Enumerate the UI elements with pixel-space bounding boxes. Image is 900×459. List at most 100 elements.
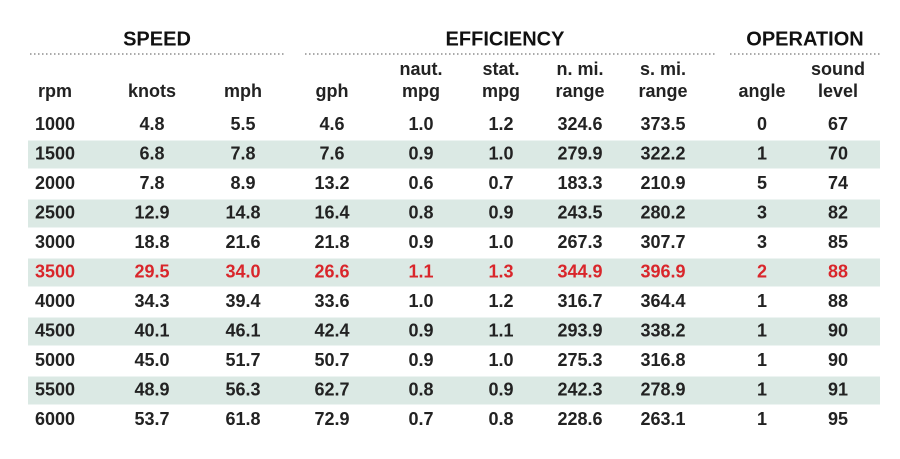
cell: 53.7 [134,409,169,429]
row-stripe [28,317,880,346]
cell: 242.3 [557,379,602,399]
cell: 7.8 [230,143,255,163]
cell: 364.4 [640,291,685,311]
cell: 307.7 [640,232,685,252]
cell: 21.6 [225,232,260,252]
cell: 2000 [35,173,75,193]
cell: 0.9 [408,320,433,340]
cell: 210.9 [640,173,685,193]
cell: 0 [757,114,767,134]
cell: 1 [757,320,767,340]
cell: 62.7 [314,379,349,399]
cell: 18.8 [134,232,169,252]
cell: 5.5 [230,114,255,134]
cell: 88 [828,291,848,311]
cell: 279.9 [557,143,602,163]
cell: 85 [828,232,848,252]
cell: 396.9 [640,261,685,281]
cell: 1500 [35,143,75,163]
cell: 0.9 [408,143,433,163]
cell: 1.0 [408,114,433,134]
cell: 5500 [35,379,75,399]
cell: 26.6 [314,261,349,281]
column-header: sound [811,59,865,79]
cell: 46.1 [225,320,260,340]
cell: 0.9 [408,232,433,252]
cell: 0.9 [488,379,513,399]
cell: 0.7 [488,173,513,193]
cell: 90 [828,350,848,370]
cell: 33.6 [314,291,349,311]
cell: 74 [828,173,848,193]
cell: 88 [828,261,848,281]
cell: 1 [757,379,767,399]
group-title: OPERATION [746,28,863,50]
cell: 1 [757,143,767,163]
cell: 278.9 [640,379,685,399]
cell: 1 [757,350,767,370]
cell: 0.9 [408,350,433,370]
cell: 4.6 [319,114,344,134]
column-header: angle [738,81,785,101]
cell: 1.2 [488,291,513,311]
cell: 82 [828,202,848,222]
row-stripe [28,376,880,405]
cell: 56.3 [225,379,260,399]
cell: 280.2 [640,202,685,222]
cell: 5 [757,173,767,193]
cell: 2500 [35,202,75,222]
cell: 322.2 [640,143,685,163]
cell: 4000 [35,291,75,311]
cell: 0.7 [408,409,433,429]
cell: 7.8 [139,173,164,193]
cell: 42.4 [314,320,349,340]
column-header: range [555,81,604,101]
cell: 3 [757,202,767,222]
column-header: mph [224,81,262,101]
cell: 1 [757,291,767,311]
column-header: knots [128,81,176,101]
cell: 5000 [35,350,75,370]
cell: 0.8 [488,409,513,429]
cell: 2 [757,261,767,281]
cell: 243.5 [557,202,602,222]
row-stripe [28,199,880,228]
cell: 1 [757,409,767,429]
cell: 267.3 [557,232,602,252]
cell: 263.1 [640,409,685,429]
cell: 14.8 [225,202,260,222]
cell: 0.9 [488,202,513,222]
column-header: range [638,81,687,101]
cell: 29.5 [134,261,169,281]
column-header: mpg [402,81,440,101]
column-header: level [818,81,858,101]
cell: 67 [828,114,848,134]
cell: 51.7 [225,350,260,370]
cell: 1.1 [488,320,513,340]
cell: 1.2 [488,114,513,134]
cell: 0.8 [408,379,433,399]
cell: 34.3 [134,291,169,311]
cell: 6.8 [139,143,164,163]
cell: 338.2 [640,320,685,340]
row-stripe [28,140,880,169]
cell: 293.9 [557,320,602,340]
cell: 275.3 [557,350,602,370]
column-header: naut. [400,59,443,79]
cell: 21.8 [314,232,349,252]
cell: 48.9 [134,379,169,399]
cell: 40.1 [134,320,169,340]
column-header: gph [316,81,349,101]
column-header: rpm [38,81,72,101]
row-stripe [28,258,880,287]
column-header: mpg [482,81,520,101]
cell: 12.9 [134,202,169,222]
cell: 1000 [35,114,75,134]
column-header: stat. [482,59,519,79]
cell: 3500 [35,261,75,281]
cell: 1.1 [408,261,433,281]
cell: 8.9 [230,173,255,193]
cell: 228.6 [557,409,602,429]
cell: 0.6 [408,173,433,193]
